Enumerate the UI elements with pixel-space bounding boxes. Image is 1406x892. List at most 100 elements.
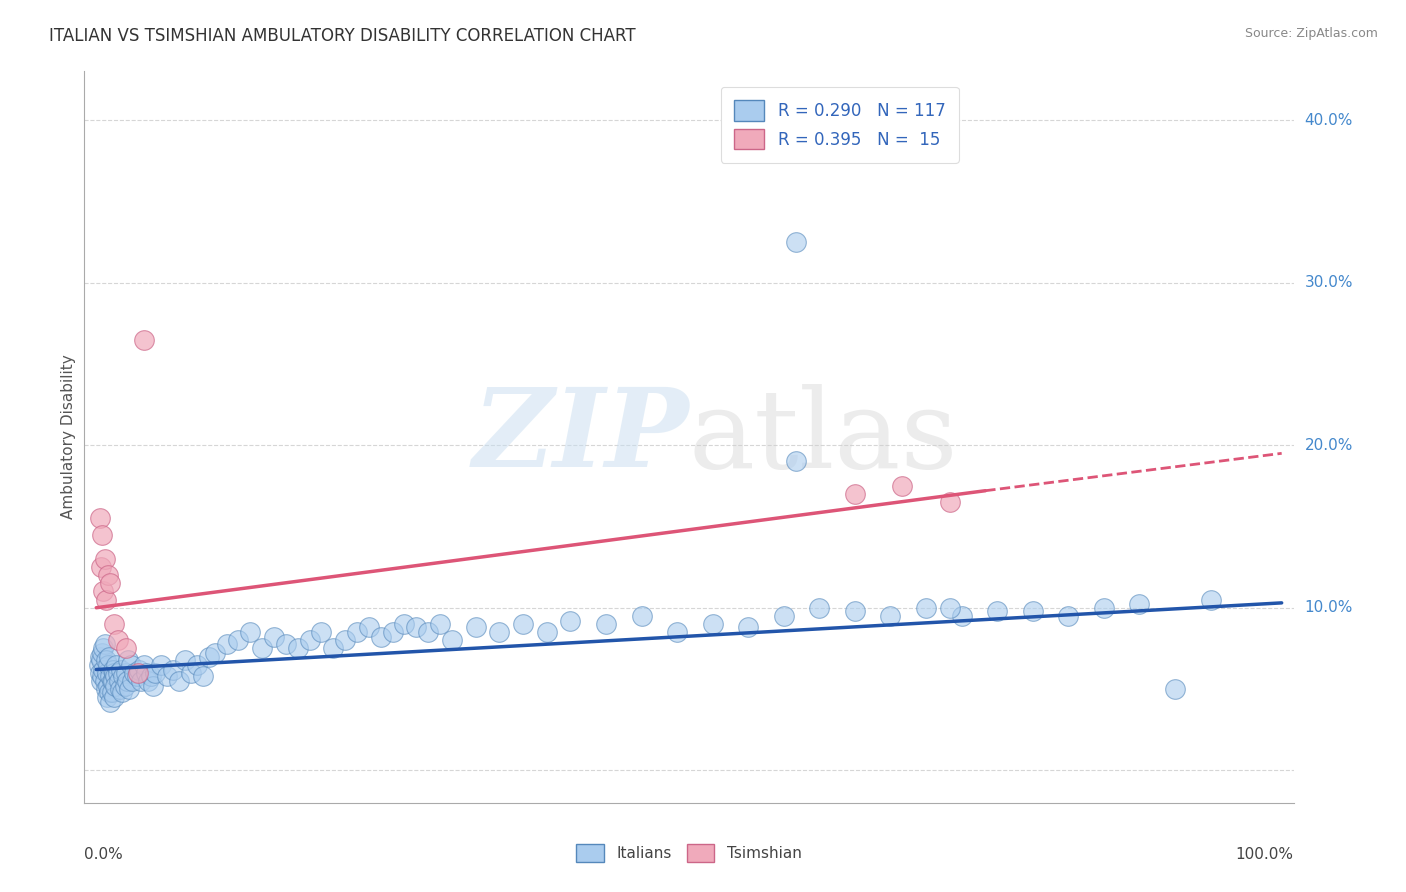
Point — [844, 487, 866, 501]
Point — [346, 625, 368, 640]
Point — [1199, 592, 1222, 607]
Point — [145, 665, 167, 680]
Point — [101, 663, 124, 677]
Point — [250, 641, 273, 656]
Point — [107, 633, 129, 648]
Point — [333, 633, 356, 648]
Point — [772, 608, 794, 623]
Point — [98, 649, 121, 664]
Point — [93, 673, 115, 688]
Point — [311, 625, 333, 640]
Point — [93, 552, 115, 566]
Point — [91, 669, 114, 683]
Point — [115, 641, 138, 656]
Point — [464, 620, 486, 634]
Point — [114, 679, 136, 693]
Point — [891, 479, 914, 493]
Text: 0.0%: 0.0% — [84, 847, 124, 862]
Point — [89, 649, 111, 664]
Y-axis label: Ambulatory Disability: Ambulatory Disability — [60, 355, 76, 519]
Point — [512, 617, 534, 632]
Point — [94, 681, 117, 696]
Point — [440, 633, 463, 648]
Point — [117, 653, 139, 667]
Point — [429, 617, 451, 632]
Point — [97, 568, 120, 582]
Point — [89, 665, 111, 680]
Point — [1092, 600, 1115, 615]
Point — [239, 625, 262, 640]
Point — [100, 669, 122, 683]
Point — [103, 617, 125, 632]
Point — [950, 608, 973, 623]
Point — [107, 673, 129, 688]
Point — [89, 511, 111, 525]
Point — [405, 620, 427, 634]
Point — [156, 669, 179, 683]
Point — [90, 653, 112, 667]
Point — [357, 620, 380, 634]
Point — [394, 617, 416, 632]
Point — [135, 665, 157, 680]
Point — [150, 657, 173, 672]
Point — [100, 673, 122, 688]
Legend: Italians, Tsimshian: Italians, Tsimshian — [571, 838, 807, 868]
Point — [186, 657, 208, 672]
Point — [986, 604, 1008, 618]
Point — [938, 495, 960, 509]
Point — [91, 527, 114, 541]
Text: Source: ZipAtlas.com: Source: ZipAtlas.com — [1244, 27, 1378, 40]
Point — [104, 669, 127, 683]
Text: 40.0%: 40.0% — [1305, 112, 1353, 128]
Point — [418, 625, 440, 640]
Point — [120, 657, 142, 672]
Point — [287, 641, 309, 656]
Point — [100, 576, 122, 591]
Point — [370, 630, 392, 644]
Text: 10.0%: 10.0% — [1305, 600, 1353, 615]
Point — [103, 690, 125, 705]
Point — [915, 600, 938, 615]
Point — [93, 636, 115, 650]
Text: atlas: atlas — [689, 384, 959, 491]
Point — [142, 679, 165, 693]
Point — [128, 663, 150, 677]
Point — [844, 604, 866, 618]
Point — [100, 685, 122, 699]
Point — [560, 614, 582, 628]
Point — [94, 653, 117, 667]
Text: 100.0%: 100.0% — [1236, 847, 1294, 862]
Text: 30.0%: 30.0% — [1305, 275, 1353, 290]
Point — [105, 657, 128, 672]
Point — [112, 669, 135, 683]
Text: 20.0%: 20.0% — [1305, 438, 1353, 453]
Point — [118, 681, 141, 696]
Point — [785, 235, 807, 249]
Point — [204, 646, 226, 660]
Point — [167, 673, 190, 688]
Point — [100, 695, 122, 709]
Point — [808, 600, 831, 615]
Point — [595, 617, 617, 632]
Point — [96, 665, 118, 680]
Point — [90, 673, 112, 688]
Point — [1164, 681, 1187, 696]
Point — [132, 333, 155, 347]
Point — [101, 673, 124, 688]
Point — [666, 625, 689, 640]
Text: ZIP: ZIP — [472, 384, 689, 491]
Point — [1057, 608, 1080, 623]
Point — [879, 608, 901, 623]
Point — [1022, 604, 1045, 618]
Point — [91, 641, 114, 656]
Point — [298, 633, 321, 648]
Point — [115, 673, 138, 688]
Point — [322, 641, 344, 656]
Point — [174, 653, 197, 667]
Point — [108, 681, 131, 696]
Point — [97, 679, 120, 693]
Point — [115, 665, 138, 680]
Point — [107, 665, 129, 680]
Point — [630, 608, 652, 623]
Point — [98, 685, 121, 699]
